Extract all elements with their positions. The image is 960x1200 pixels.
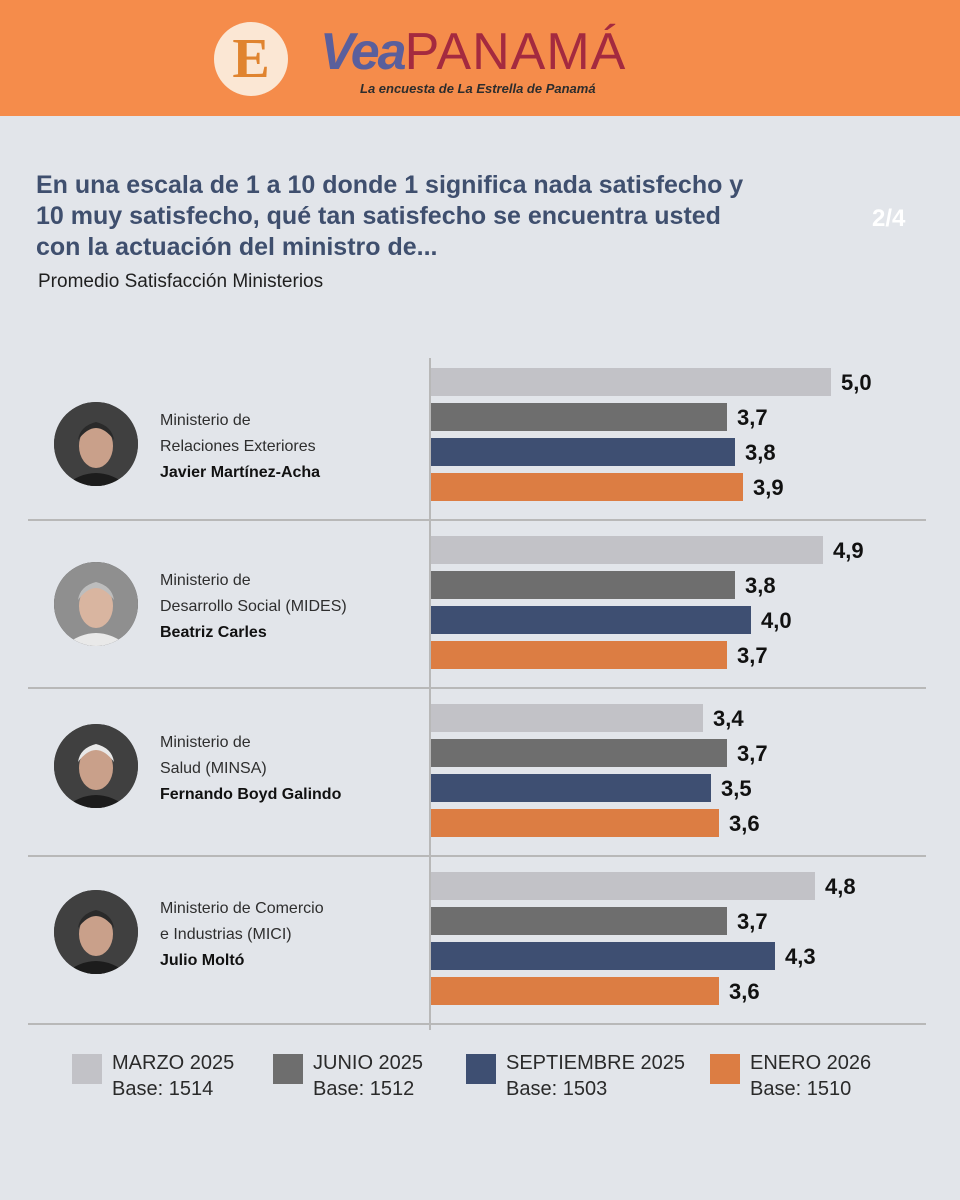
bar [431,473,743,501]
legend-swatch [466,1054,496,1084]
portrait-photo-icon [54,724,138,808]
minister-name: Beatriz Carles [160,624,267,641]
legend-label: ENERO 2026 Base: 1510 [750,1052,872,1100]
portrait-photo-icon [54,890,138,974]
bar-value-label: 3,6 [729,979,760,1004]
chart-title: En una escala de 1 a 10 donde 1 signific… [36,171,744,261]
ministry-line-2: Salud (MINSA) [160,760,267,777]
bar-value-label: 3,5 [721,776,752,801]
portrait-photo-icon [54,402,138,486]
minister-portrait [54,724,138,808]
bar-value-label: 3,4 [713,706,744,731]
bar [431,942,775,970]
minister-portrait [54,562,138,646]
brand-logo: VeaPANAMÁ [320,22,626,82]
bar [431,536,823,564]
minister-name: Fernando Boyd Galindo [160,786,342,803]
bar [431,571,735,599]
page-indicator: 2/4 [872,205,906,232]
estrella-logo-icon: E [214,22,288,96]
minister-label: Ministerio de Salud (MINSA) Fernando Boyd … [160,730,341,808]
bar-value-label: 3,7 [737,909,768,934]
minister-label: Ministerio de Desarrollo Social (MIDES) Be… [160,568,347,646]
brand-vea: Vea [320,23,407,81]
bar-value-label: 4,9 [833,538,864,563]
ministry-line-1: Ministerio de Comercio [160,900,324,917]
legend-swatch [710,1054,740,1084]
legend-label: SEPTIEMBRE 2025 Base: 1503 [506,1052,685,1100]
ministry-line-2: Desarrollo Social (MIDES) [160,598,347,615]
legend-label: MARZO 2025 Base: 1514 [112,1052,235,1100]
bar-value-label: 4,3 [785,944,816,969]
bar [431,704,703,732]
bar [431,606,751,634]
bar-value-label: 4,8 [825,874,856,899]
bar [431,872,815,900]
bar-value-label: 5,0 [841,370,872,395]
chart-subtitle: Promedio Satisfacción Ministerios [38,271,324,292]
bar-value-label: 3,9 [753,475,784,500]
minister-portrait [54,890,138,974]
bar-value-label: 3,8 [745,573,776,598]
ministry-line-1: Ministerio de [160,572,251,589]
bar [431,403,727,431]
bar [431,809,719,837]
bar [431,438,735,466]
bar-value-label: 3,7 [737,643,768,668]
ministry-line-2: e Industrias (MICI) [160,926,292,943]
portrait-photo-icon [54,562,138,646]
bar [431,739,727,767]
bar-value-label: 3,7 [737,741,768,766]
minister-portrait [54,402,138,486]
bar [431,907,727,935]
legend-swatch [273,1054,303,1084]
ministry-line-1: Ministerio de [160,412,251,429]
legend-label: JUNIO 2025 Base: 1512 [313,1052,424,1100]
minister-name: Javier Martínez-Acha [160,464,321,481]
tagline: La encuesta de La Estrella de Panamá [360,81,596,96]
bar-value-label: 4,0 [761,608,792,633]
bar-value-label: 3,7 [737,405,768,430]
legend-swatch [72,1054,102,1084]
bar [431,641,727,669]
bar-value-label: 3,6 [729,811,760,836]
ministry-line-1: Ministerio de [160,734,251,751]
bar [431,774,711,802]
brand-panama: PANAMÁ [404,23,627,81]
bar [431,977,719,1005]
bar-value-label: 3,8 [745,440,776,465]
minister-name: Julio Moltó [160,952,245,969]
minister-label: Ministerio de Relaciones Exteriores Javier… [160,408,320,486]
minister-label: Ministerio de Comercio e Industrias (MICI… [160,896,324,974]
header-banner: E VeaPANAMÁ La encuesta de La Estrella d… [0,0,960,116]
bar [431,368,831,396]
ministry-line-2: Relaciones Exteriores [160,438,316,455]
